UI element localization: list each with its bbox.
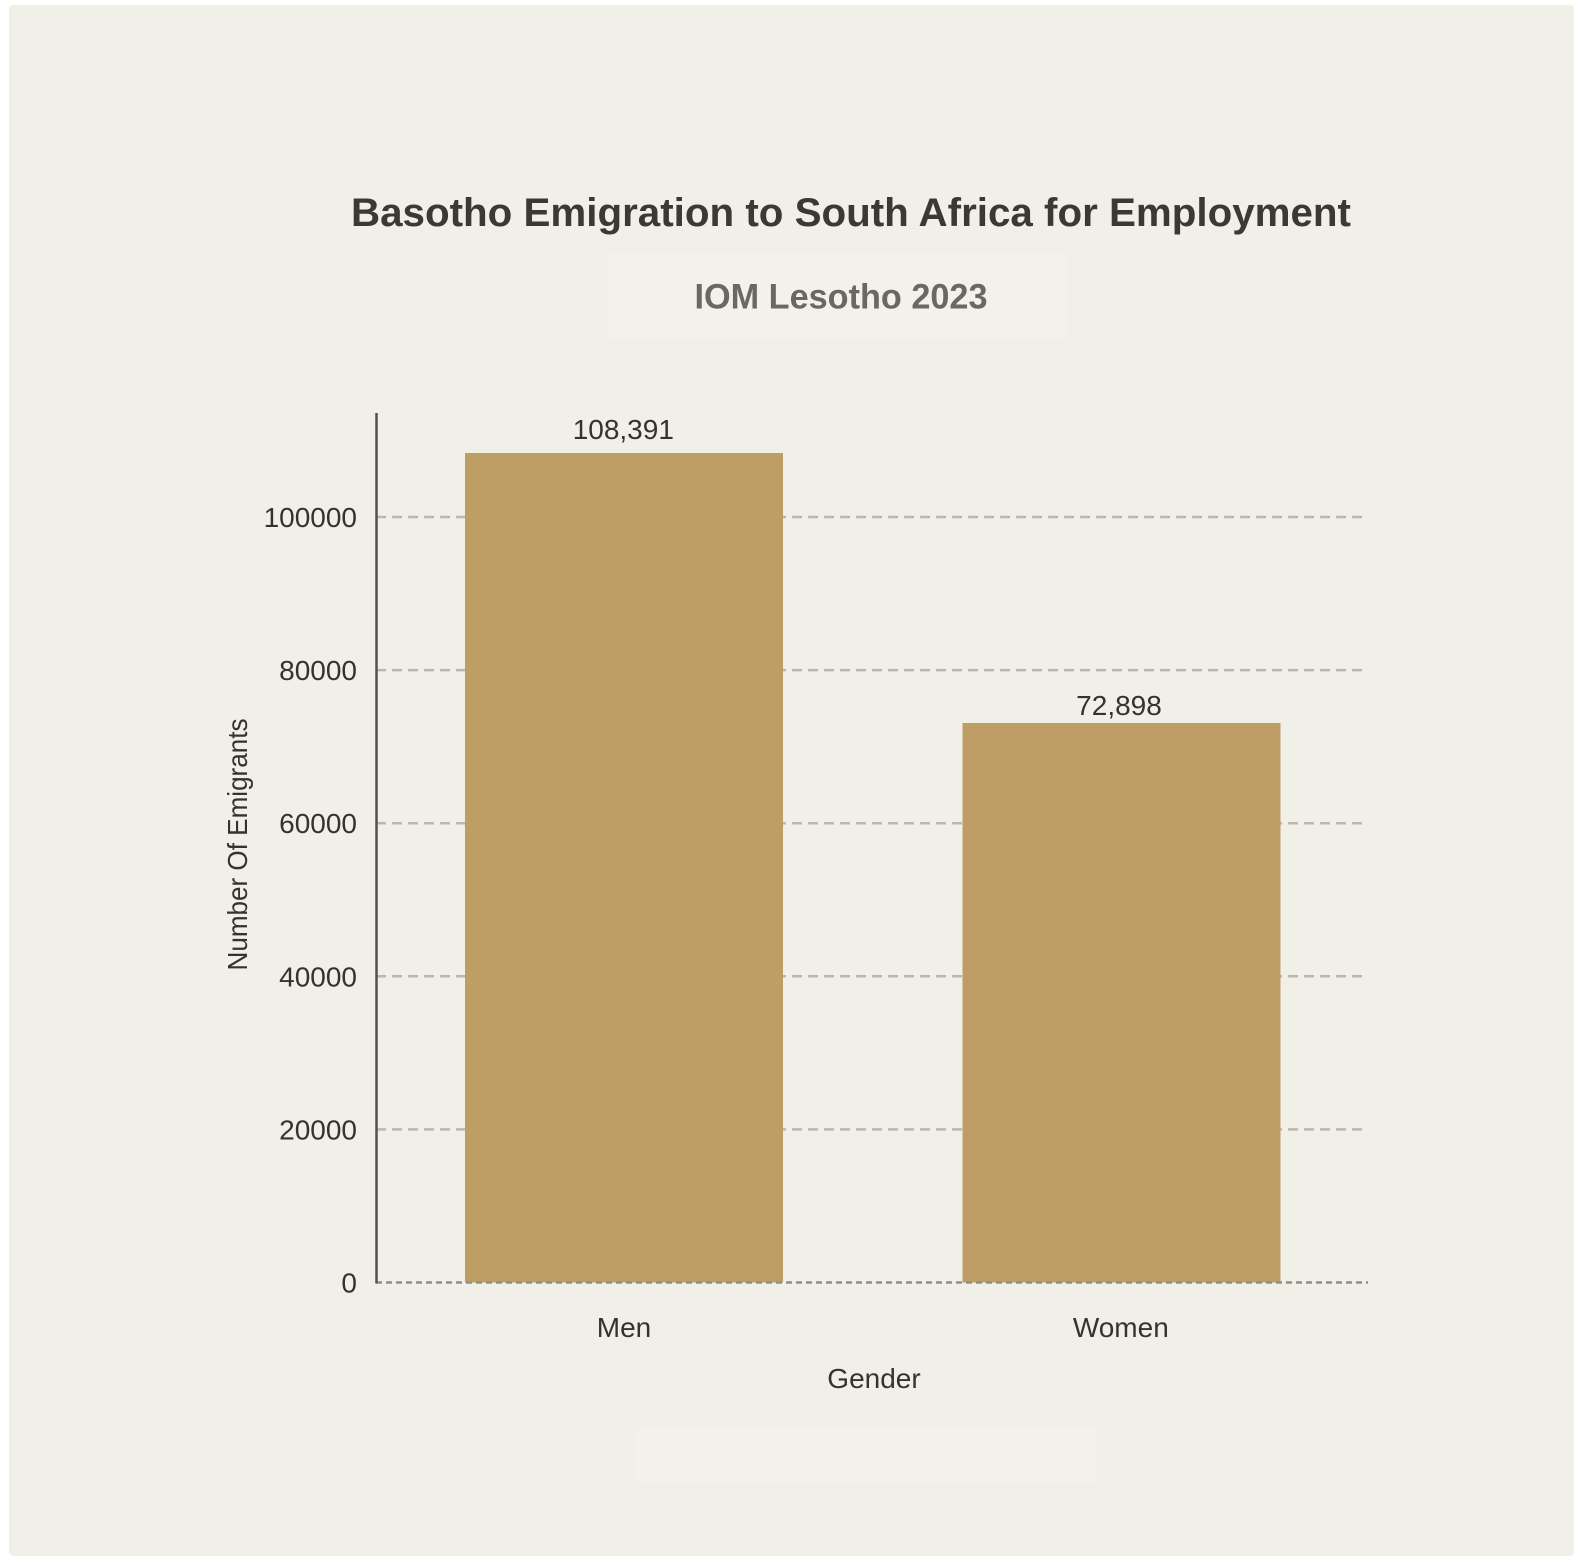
svg-text:0: 0: [341, 1268, 357, 1299]
svg-text:Women: Women: [1073, 1312, 1169, 1343]
svg-text:Men: Men: [597, 1312, 651, 1343]
svg-text:Basotho Emigration to South Af: Basotho Emigration to South Africa for E…: [351, 191, 1351, 235]
svg-text:Gender: Gender: [827, 1363, 920, 1394]
svg-text:40000: 40000: [279, 961, 357, 992]
svg-text:108,391: 108,391: [573, 414, 674, 445]
svg-text:Number Of Emigrants: Number Of Emigrants: [222, 719, 253, 971]
svg-text:IOM Lesotho 2023: IOM Lesotho 2023: [695, 278, 988, 317]
svg-text:100000: 100000: [264, 502, 357, 533]
svg-text:80000: 80000: [279, 655, 357, 686]
svg-text:72,898: 72,898: [1076, 690, 1162, 721]
svg-text:60000: 60000: [279, 808, 357, 839]
svg-text:20000: 20000: [279, 1114, 357, 1145]
